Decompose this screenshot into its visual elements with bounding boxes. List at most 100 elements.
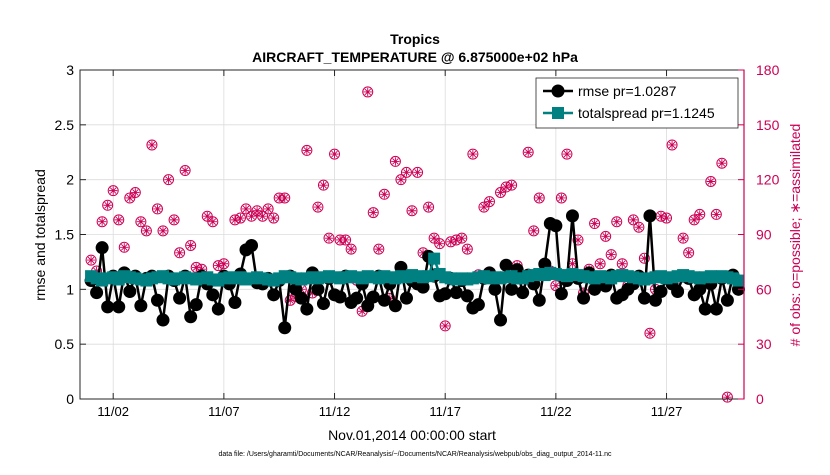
obs-assimilated-point — [330, 149, 339, 159]
obs-assimilated-point — [457, 233, 466, 243]
rmse-point — [95, 241, 109, 255]
obs-possible-point — [478, 201, 490, 213]
obs-assimilated-point — [479, 202, 489, 212]
obs-assimilated-point — [402, 168, 411, 177]
rmse-point — [471, 298, 485, 312]
y-tick-label: 0 — [66, 391, 74, 407]
rmse-point — [228, 295, 242, 309]
obs-assimilated-point — [286, 296, 295, 305]
obs-assimilated-point — [634, 222, 644, 232]
obs-assimilated-point — [186, 241, 195, 250]
totalspread-point — [732, 274, 745, 287]
x-tick-label: 11/02 — [97, 404, 129, 419]
obs-assimilated-point — [496, 188, 505, 197]
obs-assimilated-point — [446, 237, 455, 247]
obs-possible-point — [528, 225, 540, 237]
obs-assimilated-point — [197, 265, 206, 274]
obs-possible-point — [428, 232, 440, 244]
obs-possible-point — [96, 216, 108, 228]
obs-possible-point — [157, 225, 169, 237]
obs-possible-point — [456, 232, 468, 244]
y2-tick-label: 30 — [756, 336, 772, 352]
x-axis-label: Nov.01,2014 00:00:00 start — [328, 427, 496, 443]
obs-possible-point — [627, 214, 639, 226]
obs-possible-point — [262, 203, 274, 215]
series-layer — [84, 209, 745, 335]
obs-assimilated-point — [684, 248, 693, 257]
obs-possible-point — [102, 199, 114, 211]
rmse-point — [189, 298, 203, 312]
rmse-point — [150, 293, 164, 307]
rmse-point — [300, 302, 314, 316]
y2-tick-label: 180 — [756, 62, 780, 78]
rmse-point — [311, 282, 325, 296]
obs-possible-point — [439, 320, 451, 332]
obs-assimilated-point — [114, 215, 123, 225]
rmse-point — [101, 300, 115, 314]
obs-assimilated-point — [380, 190, 389, 199]
obs-possible-point — [207, 216, 219, 228]
legend: rmse pr=1.0287 totalspread pr=1.1245 — [535, 77, 739, 129]
obs-assimilated-point — [595, 259, 605, 268]
obs-possible-point — [135, 216, 147, 228]
obs-assimilated-point — [252, 206, 262, 215]
obs-assimilated-point — [463, 244, 472, 254]
rmse-point — [449, 286, 463, 300]
rmse-point — [565, 209, 579, 223]
obs-assimilated-point — [263, 204, 273, 214]
obs-possible-point — [118, 241, 130, 253]
obs-assimilated-point — [468, 149, 478, 159]
obs-assimilated-point — [551, 281, 561, 290]
obs-assimilated-point — [590, 219, 599, 228]
obs-assimilated-point — [640, 254, 649, 263]
obs-assimilated-point — [435, 239, 444, 248]
obs-assimilated-point — [529, 226, 538, 236]
obs-possible-point — [240, 203, 252, 215]
obs-possible-point — [345, 243, 357, 255]
rmse-point — [366, 290, 380, 304]
obs-possible-point — [168, 214, 180, 226]
obs-possible-point — [229, 214, 241, 226]
obs-assimilated-point — [103, 201, 112, 210]
obs-assimilated-point — [125, 193, 134, 203]
rmse-point — [245, 238, 259, 252]
rmse-point — [278, 321, 292, 335]
rmse-point — [460, 289, 474, 303]
obs-possible-point — [246, 210, 258, 222]
obs-assimilated-point — [418, 248, 428, 257]
obs-possible-point — [268, 212, 280, 224]
rmse-point — [316, 297, 330, 311]
obs-possible-point — [434, 238, 446, 250]
obs-assimilated-point — [706, 177, 715, 186]
obs-assimilated-point — [86, 255, 96, 265]
obs-assimilated-point — [391, 157, 400, 166]
axes: 11/02 11/07 11/12 11/17 11/22 11/27 0 0.5 1 1.5 2 2… — [55, 62, 780, 419]
obs-assimilated-point — [169, 215, 179, 225]
obs-assimilated-point — [153, 204, 162, 214]
y-axis-label: rmse and totalspread — [32, 169, 48, 301]
obs-assimilated-point — [601, 232, 610, 241]
y2-tick-label: 120 — [756, 172, 780, 188]
data-file-note: data file: /Users/gharamti/Documents/NCA… — [218, 451, 612, 458]
obs-possible-point — [400, 166, 412, 178]
obs-assimilated-point — [507, 180, 516, 190]
rmse-point — [206, 288, 220, 302]
obs-possible-point — [412, 166, 424, 178]
obs-possible-point — [406, 205, 418, 217]
obs-possible-point — [124, 192, 136, 204]
obs-assimilated-point — [374, 244, 383, 254]
obs-assimilated-point — [712, 210, 721, 219]
x-tick-label: 11/07 — [208, 404, 240, 419]
obs-possible-point — [329, 148, 341, 160]
obs-possible-point — [688, 214, 700, 226]
obs-possible-point — [666, 139, 678, 151]
rmse-point — [577, 291, 591, 305]
x-tick-label: 11/27 — [651, 404, 683, 419]
obs-possible-point — [373, 243, 385, 255]
obs-assimilated-point — [723, 392, 732, 402]
obs-possible-point — [716, 157, 728, 169]
obs-possible-point — [140, 225, 152, 237]
legend-totalspread-label: totalspread pr=1.1245 — [578, 105, 715, 121]
